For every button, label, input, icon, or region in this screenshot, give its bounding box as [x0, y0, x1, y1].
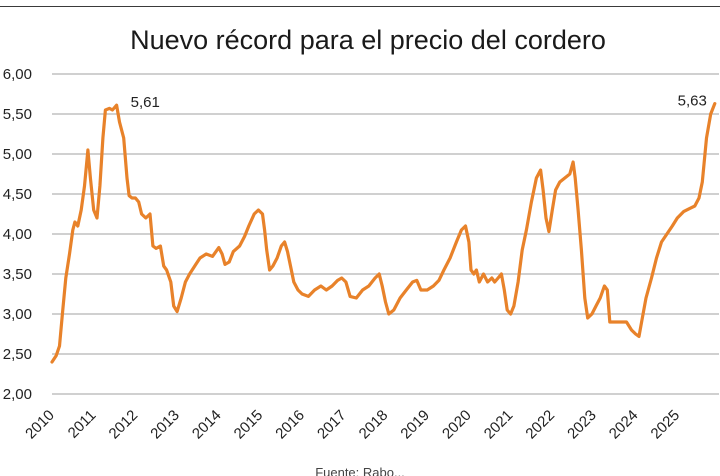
x-tick-label: 2014	[189, 407, 225, 443]
x-axis-ticks: 2010 2011 2012 2013 2014 2015 2016 2017 2018 2019…	[22, 407, 683, 443]
x-tick-label: 2011	[65, 407, 100, 442]
x-tick-label: 2018	[356, 407, 392, 443]
y-tick-label: 6,00	[3, 66, 32, 83]
source-note: Fuente: Rabo...	[315, 465, 405, 476]
x-tick-label: 2022	[522, 407, 558, 443]
y-tick-label: 2,50	[3, 346, 32, 363]
y-tick-label: 2,00	[3, 386, 32, 403]
y-tick-label: 3,00	[3, 306, 32, 323]
chart-frame: Nuevo récord para el precio del cordero …	[0, 6, 720, 476]
data-label: 5,63	[678, 93, 707, 110]
x-tick-label: 2013	[147, 407, 183, 443]
data-label: 5,61	[131, 94, 160, 111]
x-tick-label: 2021	[481, 407, 517, 443]
line-chart: Nuevo récord para el precio del cordero …	[3, 25, 719, 476]
x-tick-label: 2025	[648, 407, 684, 443]
x-tick-label: 2024	[606, 407, 642, 443]
x-tick-label: 2017	[314, 407, 350, 443]
y-tick-label: 4,00	[3, 226, 32, 243]
chart-title: Nuevo récord para el precio del cordero	[130, 25, 606, 55]
series-line-precio-del-cordero	[50, 102, 717, 364]
x-tick-label: 2012	[106, 407, 142, 443]
x-tick-label: 2019	[397, 407, 433, 443]
x-tick-label: 2015	[231, 407, 267, 443]
data-labels: 5,61 5,63	[131, 93, 707, 112]
y-tick-label: 5,00	[3, 146, 32, 163]
gridlines	[52, 73, 719, 395]
x-tick-label: 2023	[564, 407, 600, 443]
x-tick-label: 2010	[22, 407, 58, 443]
x-tick-label: 2020	[439, 407, 475, 443]
y-tick-label: 4,50	[3, 186, 32, 203]
y-tick-label: 5,50	[3, 106, 32, 123]
y-axis-ticks: 2,00 2,50 3,00 3,50 4,00 4,50 5,00 5,50 6,00	[3, 66, 32, 403]
x-tick-label: 2016	[272, 407, 308, 443]
y-tick-label: 3,50	[3, 266, 32, 283]
